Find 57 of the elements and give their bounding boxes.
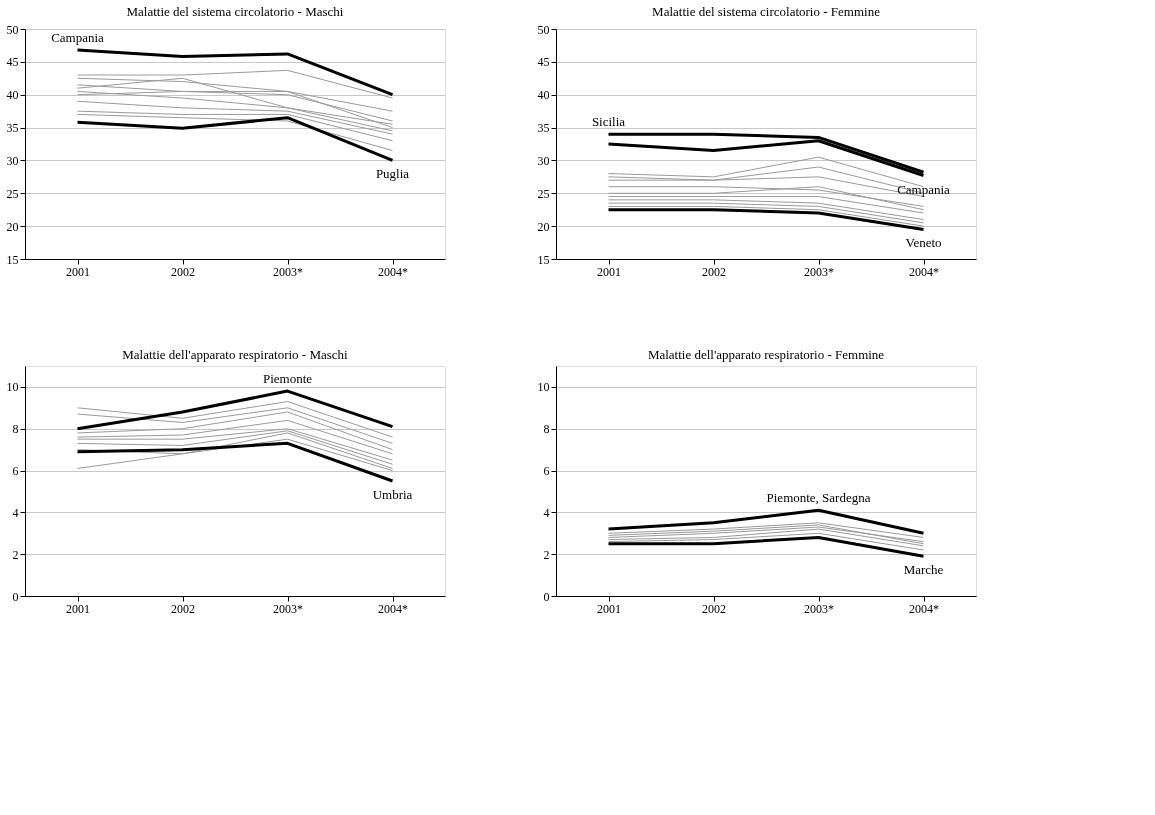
y-tick-label: 8: [543, 422, 550, 437]
chart-title: Malattie dell'apparato respiratorio - Maschi: [122, 347, 349, 362]
x-tick-label: 2003*: [804, 264, 834, 279]
y-tick-label: 0: [543, 589, 550, 604]
y-tick-label: 30: [6, 153, 19, 168]
series-label: Umbria: [372, 487, 413, 502]
y-tick-label: 20: [537, 219, 550, 234]
x-tick-label: 2004*: [378, 264, 408, 279]
series-label: Marche: [903, 562, 944, 578]
y-tick-label: 4: [543, 505, 550, 520]
series-label: Puglia: [375, 166, 410, 182]
y-tick-label: 40: [6, 88, 19, 103]
x-tick-label: 2003*: [273, 601, 303, 616]
y-tick-label: 25: [537, 186, 550, 201]
y-tick-label: 0: [12, 589, 19, 604]
y-tick-label: 2: [543, 547, 550, 562]
y-tick-label: 15: [537, 252, 550, 267]
x-tick-label: 2001: [66, 264, 90, 279]
series-label: Campania: [51, 30, 105, 46]
y-tick-label: 20: [6, 219, 19, 234]
x-tick-label: 2004*: [378, 601, 408, 616]
y-tick-label: 10: [6, 380, 19, 395]
y-tick-label: 50: [537, 22, 550, 37]
x-tick-label: 2001: [597, 601, 621, 616]
x-tick-label: 2001: [597, 264, 621, 279]
series-label: Veneto: [905, 235, 942, 251]
y-tick-label: 25: [6, 186, 19, 201]
y-tick-label: 45: [537, 55, 550, 70]
chart-title: Malattie del sistema circolatorio - Femmine: [652, 4, 881, 19]
y-tick-label: 45: [6, 55, 19, 70]
y-tick-label: 15: [6, 252, 19, 267]
y-tick-label: 30: [537, 153, 550, 168]
y-tick-label: 35: [6, 121, 19, 136]
x-tick-label: 2004*: [909, 264, 939, 279]
y-tick-label: 6: [543, 464, 550, 479]
y-tick-label: 2: [12, 547, 19, 562]
y-tick-label: 4: [12, 505, 19, 520]
x-tick-label: 2002: [702, 264, 726, 279]
x-tick-label: 2002: [702, 601, 726, 616]
x-tick-label: 2004*: [909, 601, 939, 616]
x-tick-label: 2003*: [804, 601, 834, 616]
y-tick-label: 10: [537, 380, 550, 395]
series-label: Sicilia: [591, 114, 626, 130]
series-label: Campania: [897, 181, 951, 197]
x-tick-label: 2002: [171, 601, 195, 616]
x-tick-label: 2001: [66, 601, 90, 616]
x-tick-label: 2003*: [273, 264, 303, 279]
y-tick-label: 35: [537, 121, 550, 136]
chart-title: Malattie dell'apparato respiratorio - Femmine: [647, 347, 885, 362]
y-tick-label: 40: [537, 88, 550, 103]
series-label: Piemonte, Sardegna: [766, 490, 871, 506]
y-tick-label: 6: [12, 464, 19, 479]
series-label: Piemonte: [262, 371, 313, 387]
x-tick-label: 2002: [171, 264, 195, 279]
chart-title: Malattie del sistema circolatorio - Maschi: [126, 4, 344, 19]
y-tick-label: 8: [12, 422, 19, 437]
y-tick-label: 50: [6, 22, 19, 37]
